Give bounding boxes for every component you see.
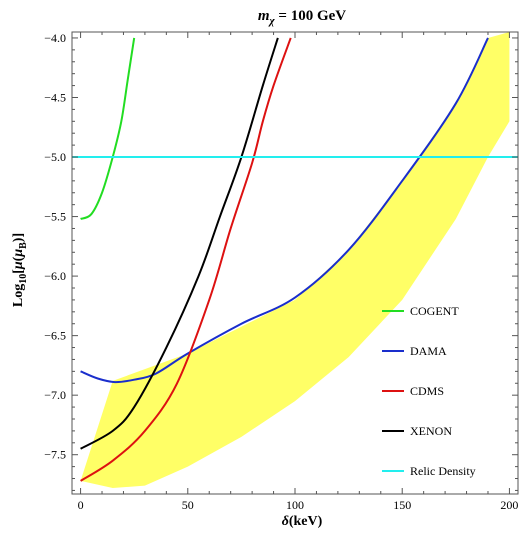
- y-tick-label: −6.5: [44, 329, 66, 343]
- x-tick-label: 50: [182, 498, 194, 512]
- legend: COGENT DAMA CDMS XENON Relic Density: [382, 304, 476, 478]
- legend-label-relic-density: Relic Density: [410, 464, 476, 478]
- x-tick-label: 200: [500, 498, 518, 512]
- y-tick-label: −4.0: [44, 31, 66, 45]
- y-tick-label: −4.5: [44, 90, 66, 104]
- x-tick-label: 150: [393, 498, 411, 512]
- y-tick-label: −7.0: [44, 388, 66, 402]
- x-tick-label: 100: [286, 498, 304, 512]
- legend-label-cogent: COGENT: [410, 304, 459, 318]
- y-tick-label: −5.5: [44, 210, 66, 224]
- legend-label-dama: DAMA: [410, 344, 447, 358]
- x-axis-label: δ(keV): [282, 514, 323, 529]
- series-line-dama: [80, 37, 489, 384]
- y-tick-label: −5.0: [44, 150, 66, 164]
- y-tick-label: −7.5: [44, 448, 66, 462]
- legend-label-xenon: XENON: [410, 424, 452, 438]
- allowed-region-band: [80, 32, 510, 489]
- y-axis-label: Log10[μ(μB)]: [11, 233, 29, 307]
- legend-label-cdms: CDMS: [410, 384, 444, 398]
- series-line-cogent: [80, 37, 136, 220]
- series-line-cdms: [80, 37, 292, 482]
- series-line-xenon: [80, 37, 279, 450]
- x-tick-label: 0: [78, 498, 84, 512]
- chart-title: mχ = 100 GeV: [258, 8, 346, 27]
- plot-area: 0 50 100 150 200 −4.0 −4.5 −5.0 −5.5 −6.0 −6.5 −7.0…: [44, 31, 519, 512]
- y-tick-label: −6.0: [44, 269, 66, 283]
